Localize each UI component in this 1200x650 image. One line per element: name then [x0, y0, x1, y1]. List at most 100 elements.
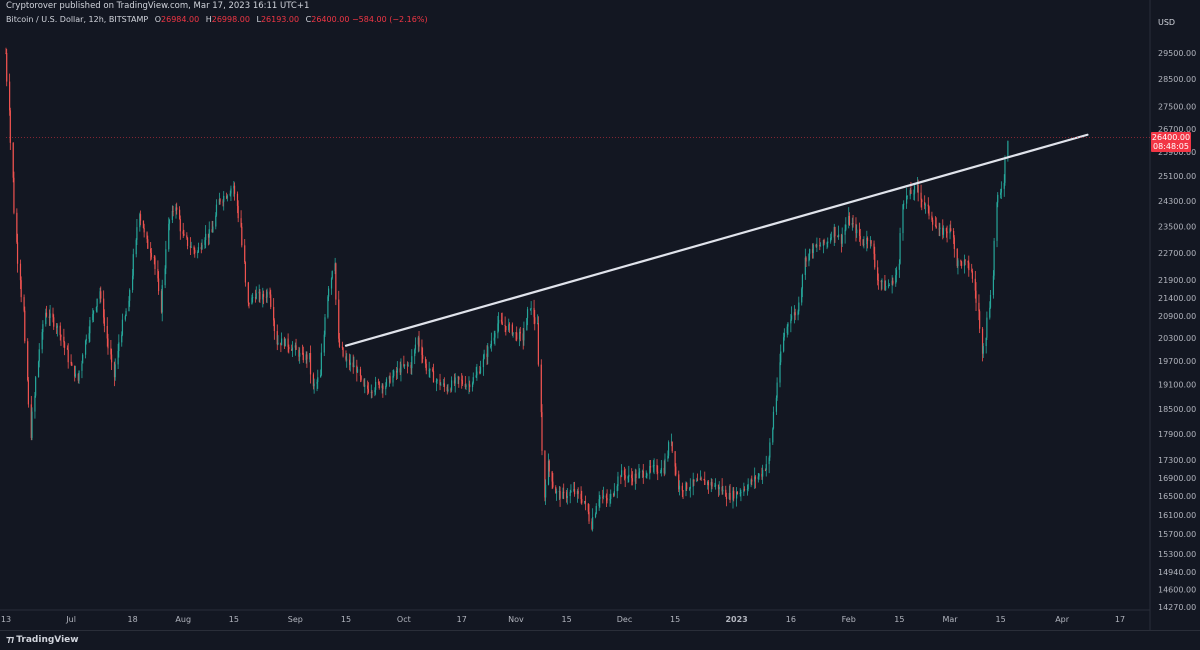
candle-body	[262, 294, 265, 297]
y-tick-label: 17900.00	[1158, 430, 1196, 439]
footer: ⁊⁊ TradingView	[0, 630, 1200, 650]
x-tick-label: Feb	[842, 615, 856, 624]
candle-body	[118, 342, 120, 351]
candle-body	[975, 290, 977, 303]
candle-body	[790, 315, 793, 320]
y-tick-label: 20900.00	[1158, 312, 1196, 321]
candle-body	[805, 257, 807, 262]
candle-body	[316, 382, 318, 384]
candle-body	[294, 345, 296, 348]
candle-body	[283, 338, 286, 347]
candle-body	[981, 328, 984, 354]
candle-body	[516, 332, 518, 340]
candle-body	[168, 223, 170, 250]
candle-body	[440, 384, 442, 386]
candle-body	[526, 318, 528, 331]
candle-body	[511, 324, 513, 335]
candle-body	[103, 317, 105, 326]
candle-body	[591, 521, 593, 529]
candle-body	[277, 342, 279, 345]
candle-body	[950, 228, 952, 231]
candle-body	[215, 215, 217, 227]
candle-body	[190, 246, 192, 248]
candle-body	[635, 473, 637, 479]
candle-body	[537, 323, 539, 324]
candle-body	[869, 240, 872, 242]
candle-body	[96, 298, 98, 308]
candle-body	[754, 476, 756, 480]
y-tick-label: 14270.00	[1158, 603, 1196, 612]
candle-body	[266, 291, 268, 298]
candle-body	[856, 229, 858, 234]
candle-body	[804, 257, 806, 275]
candle-body	[124, 316, 126, 320]
candle-body	[663, 467, 665, 474]
candle-body	[852, 222, 854, 224]
candle-body	[641, 471, 644, 473]
candle-body	[269, 291, 271, 295]
candle-body	[447, 389, 449, 392]
candle-body	[587, 503, 589, 512]
candle-body	[617, 476, 619, 487]
tradingview-logo[interactable]: ⁊⁊ TradingView	[6, 635, 79, 645]
x-tick-label: 17	[1115, 615, 1125, 624]
candle-body	[139, 214, 141, 228]
candle-body	[107, 338, 109, 349]
candle-body	[305, 354, 307, 361]
candle-body	[501, 321, 503, 325]
candle-body	[946, 231, 948, 234]
candle-body	[349, 362, 351, 365]
candle-body	[1000, 188, 1002, 193]
candle-body	[493, 337, 495, 341]
candle-body	[71, 363, 73, 366]
x-tick-label: Dec	[617, 615, 632, 624]
price-chart[interactable]: USD 14270.00 14600.00 14940.00 15300.00 15700…	[0, 0, 1200, 630]
candle-body	[407, 364, 409, 366]
y-tick-label: 19700.00	[1158, 357, 1196, 366]
candle-body	[953, 237, 955, 249]
candle-body	[558, 491, 560, 492]
y-tick-label: 28500.00	[1158, 75, 1196, 84]
candle-body	[656, 465, 658, 472]
candle-body	[237, 205, 239, 219]
candle-body	[616, 486, 618, 492]
candle-body	[819, 245, 822, 247]
candle-body	[393, 370, 395, 376]
candle-body	[406, 364, 409, 366]
candle-body	[494, 333, 496, 338]
candle-body	[273, 320, 275, 332]
candle-body	[858, 229, 861, 236]
candle-body	[895, 275, 897, 284]
candle-body	[35, 377, 37, 396]
candle-body	[353, 365, 355, 368]
candle-body	[764, 469, 767, 471]
candle-body	[816, 245, 818, 247]
candle-body	[573, 489, 576, 495]
candle-body	[349, 359, 351, 365]
candle-body	[324, 317, 326, 335]
candle-body	[808, 253, 810, 262]
candle-body	[356, 369, 359, 373]
candle-body	[63, 342, 66, 348]
candle-body	[422, 355, 424, 359]
x-tick-label: 15	[894, 615, 904, 624]
candle-body	[211, 229, 213, 233]
candle-body	[100, 291, 102, 299]
candle-body	[20, 280, 22, 298]
candle-body	[758, 473, 760, 477]
candle-body	[689, 486, 691, 489]
candle-body	[371, 391, 373, 393]
candle-body	[331, 271, 333, 279]
candle-body	[809, 249, 811, 254]
header-strip	[0, 0, 1200, 14]
candle-body	[862, 239, 864, 245]
candle-body	[252, 296, 254, 298]
candle-body	[396, 368, 398, 373]
candle-body	[99, 291, 101, 299]
candle-body	[330, 278, 333, 289]
candle-body	[584, 501, 587, 504]
candle-body	[660, 472, 662, 474]
candle-body	[707, 481, 709, 486]
candle-body	[486, 353, 488, 357]
candle-body	[718, 486, 720, 490]
